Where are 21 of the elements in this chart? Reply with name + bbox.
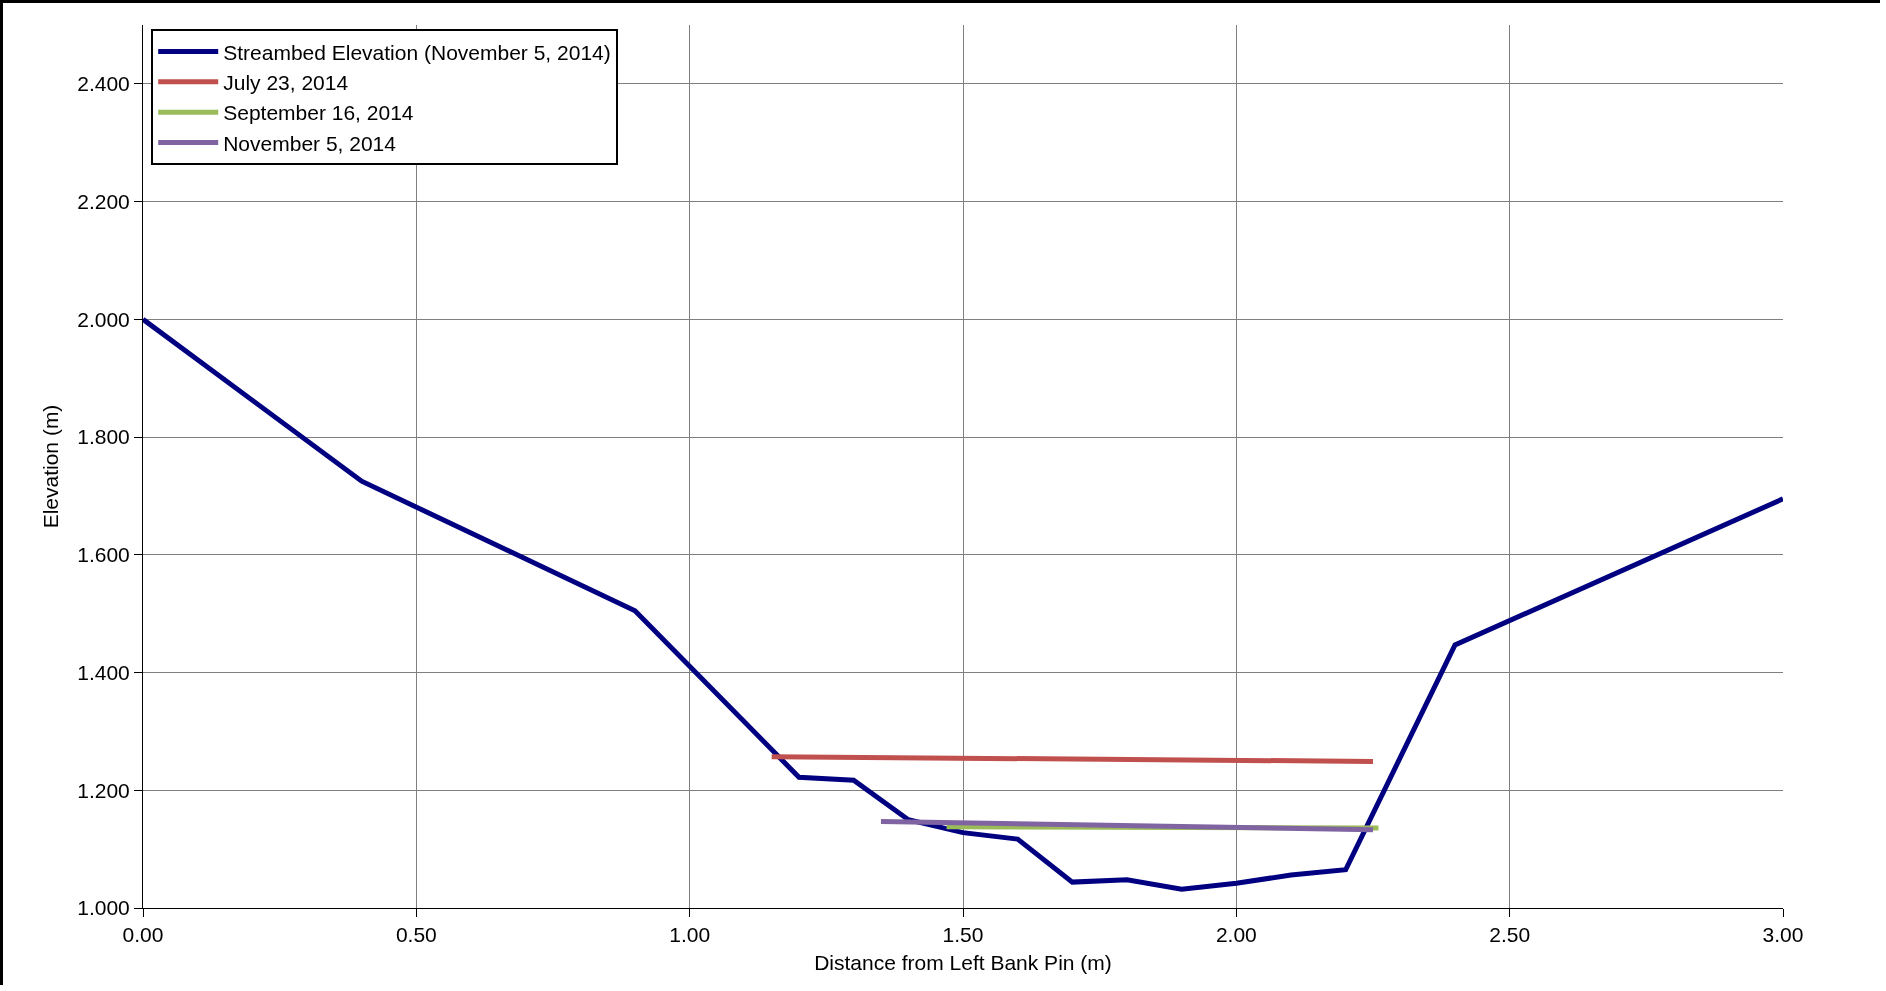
y-tick-label: 1.400 [77,660,130,684]
legend-label: July 23, 2014 [223,71,349,95]
y-tick-label: 2.400 [77,72,130,96]
x-tick-label: 1.00 [669,923,711,947]
legend-label: November 5, 2014 [223,131,397,155]
y-tick-label: 1.800 [77,425,130,449]
x-tick-label: 2.50 [1489,923,1531,947]
y-tick-label: 1.000 [77,896,130,920]
y-tick-label: 1.200 [77,778,130,802]
x-tick-label: 1.50 [942,923,984,947]
y-tick-label: 1.600 [77,543,130,567]
y-tick-label: 2.000 [77,307,130,331]
x-tick-label: 3.00 [1762,923,1804,947]
x-tick-label: 0.50 [395,923,437,947]
y-tick-label: 2.200 [77,189,130,213]
legend-label: September 16, 2014 [223,101,414,125]
x-axis-title: Distance from Left Bank Pin (m) [814,951,1112,975]
legend-label: Streambed Elevation (November 5, 2014) [223,40,611,64]
y-axis-title: Elevation (m) [39,404,63,529]
x-tick-label: 2.00 [1215,923,1257,947]
x-tick-label: 0.00 [122,923,164,947]
